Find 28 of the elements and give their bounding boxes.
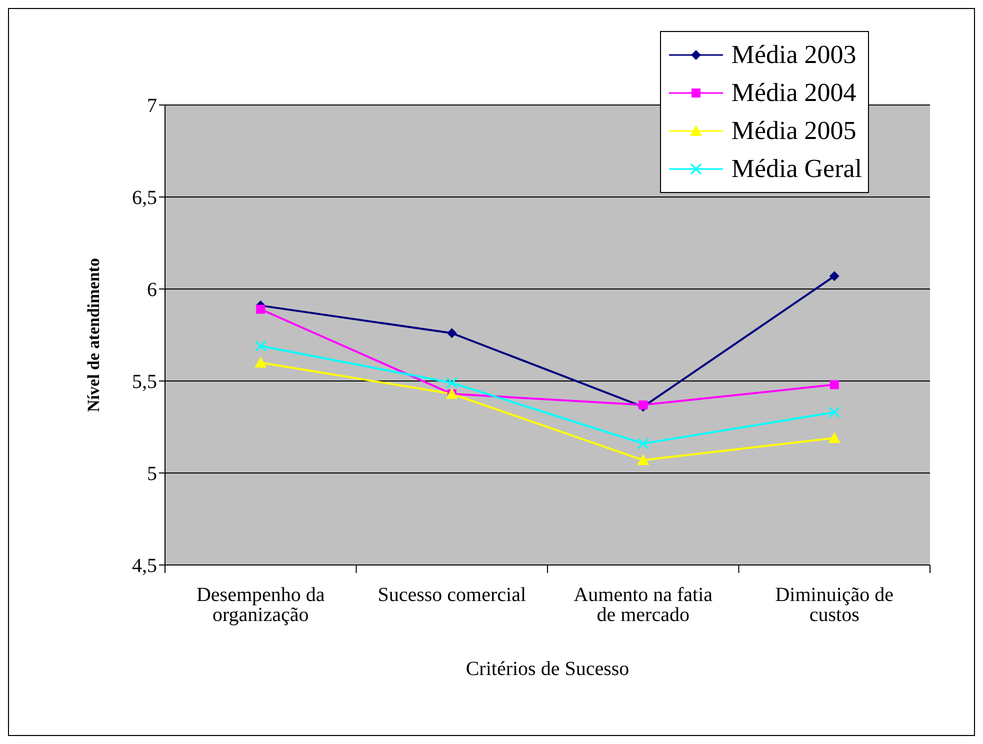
point bbox=[255, 340, 266, 352]
y-tick-label: 4,5 bbox=[132, 555, 157, 578]
y-axis-title: Nível de atendimento bbox=[84, 258, 104, 412]
x-tick-label: Diminuição de custos bbox=[775, 584, 894, 626]
y-tick-label: 7 bbox=[147, 95, 157, 118]
x-axis-title: Critérios de Sucesso bbox=[466, 658, 630, 680]
point bbox=[829, 271, 840, 282]
y-tick-label: 5,5 bbox=[132, 371, 157, 394]
point bbox=[256, 304, 266, 314]
point bbox=[446, 328, 457, 338]
point bbox=[828, 406, 840, 418]
point bbox=[446, 377, 458, 388]
point bbox=[638, 438, 649, 450]
legend-label: Média 2004 bbox=[731, 77, 856, 109]
point bbox=[830, 380, 839, 390]
legend-label: Média 2003 bbox=[731, 39, 856, 71]
x-tick-label: Sucesso comercial bbox=[378, 584, 526, 606]
y-tick-label: 5 bbox=[147, 463, 157, 486]
legend-label: Média 2005 bbox=[731, 115, 856, 147]
y-tick-label: 6,5 bbox=[132, 187, 157, 210]
point bbox=[638, 400, 648, 410]
point bbox=[828, 432, 840, 444]
x-tick-label: Desempenho da organização bbox=[196, 584, 325, 626]
point bbox=[254, 356, 267, 368]
x-tick-label: Aumento na fatia de mercado bbox=[574, 584, 713, 626]
y-tick-label: 6 bbox=[147, 279, 157, 302]
point bbox=[637, 454, 650, 466]
legend-label: Média Geral bbox=[731, 153, 862, 185]
